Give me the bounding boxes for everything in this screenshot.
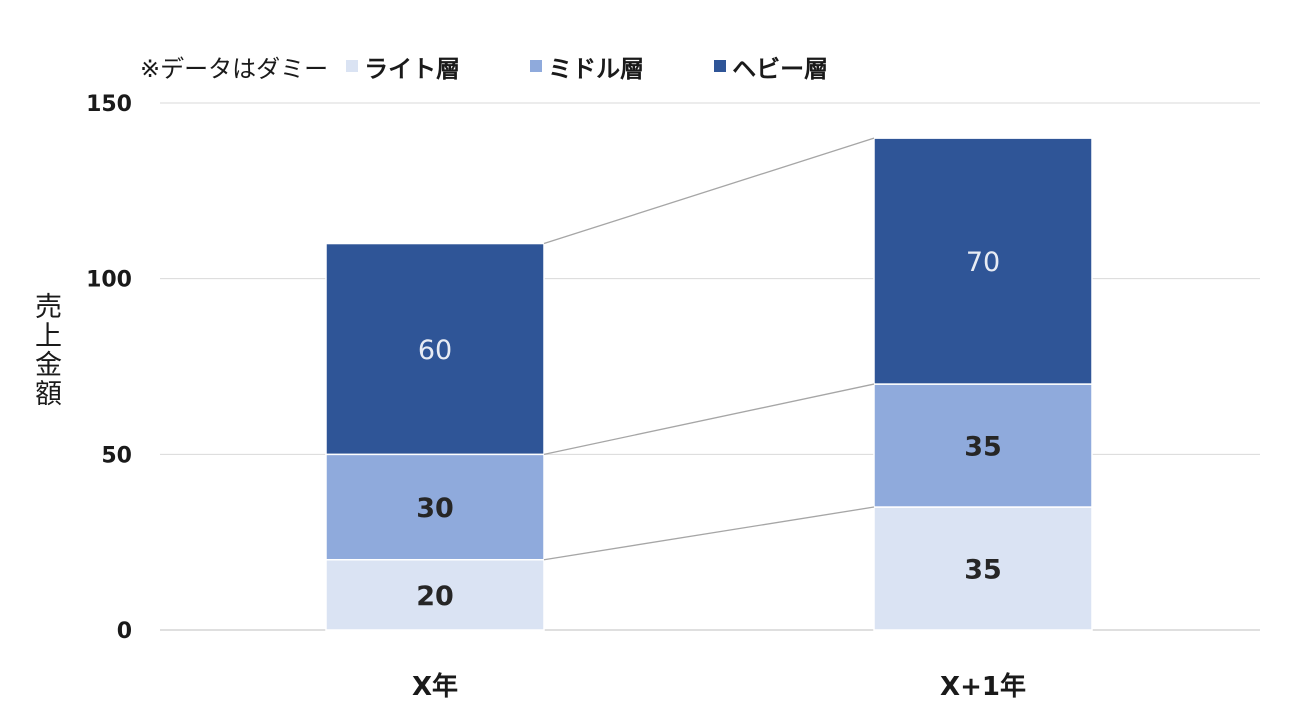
legend-label-heavy: ヘビー層 <box>732 54 829 83</box>
y-tick-label: 100 <box>86 268 132 293</box>
legend: ※データはダミー ライト層 ミドル層 ヘビー層 <box>140 46 898 86</box>
data-note: ※データはダミー <box>140 54 329 83</box>
legend-swatch-heavy <box>714 60 727 72</box>
bar-segment <box>325 558 545 631</box>
data-label: 70 <box>966 247 1000 278</box>
legend-label-light: ライト層 <box>364 54 461 83</box>
legend-swatch-light <box>346 60 359 72</box>
data-label: 20 <box>416 581 454 612</box>
legend-label-middle: ミドル層 <box>548 54 645 83</box>
legend-item-heavy: ヘビー層 <box>714 49 828 84</box>
legend-item-light: ライト層 <box>346 49 460 84</box>
series-connector-line <box>543 506 875 561</box>
data-label: 35 <box>964 555 1002 586</box>
series-connector-line <box>543 137 875 245</box>
bar-segment <box>873 137 1093 385</box>
bar-segment <box>325 242 545 456</box>
bar-segment <box>873 383 1093 508</box>
bar-segment <box>325 453 545 561</box>
bar-segment <box>873 506 1093 631</box>
x-tick-label: X+1年 <box>940 671 1026 702</box>
y-tick-label: 0 <box>117 619 132 644</box>
x-tick-label: X年 <box>412 671 458 702</box>
y-tick-label: 50 <box>101 443 132 468</box>
legend-swatch-middle <box>530 60 543 72</box>
y-tick-label: 150 <box>86 92 132 117</box>
y-axis-title: 売上金額 <box>30 292 61 408</box>
legend-item-middle: ミドル層 <box>530 49 644 84</box>
data-label: 60 <box>418 335 452 366</box>
series-connector-line <box>543 383 875 455</box>
data-label: 35 <box>964 432 1002 463</box>
data-label: 30 <box>416 493 454 524</box>
